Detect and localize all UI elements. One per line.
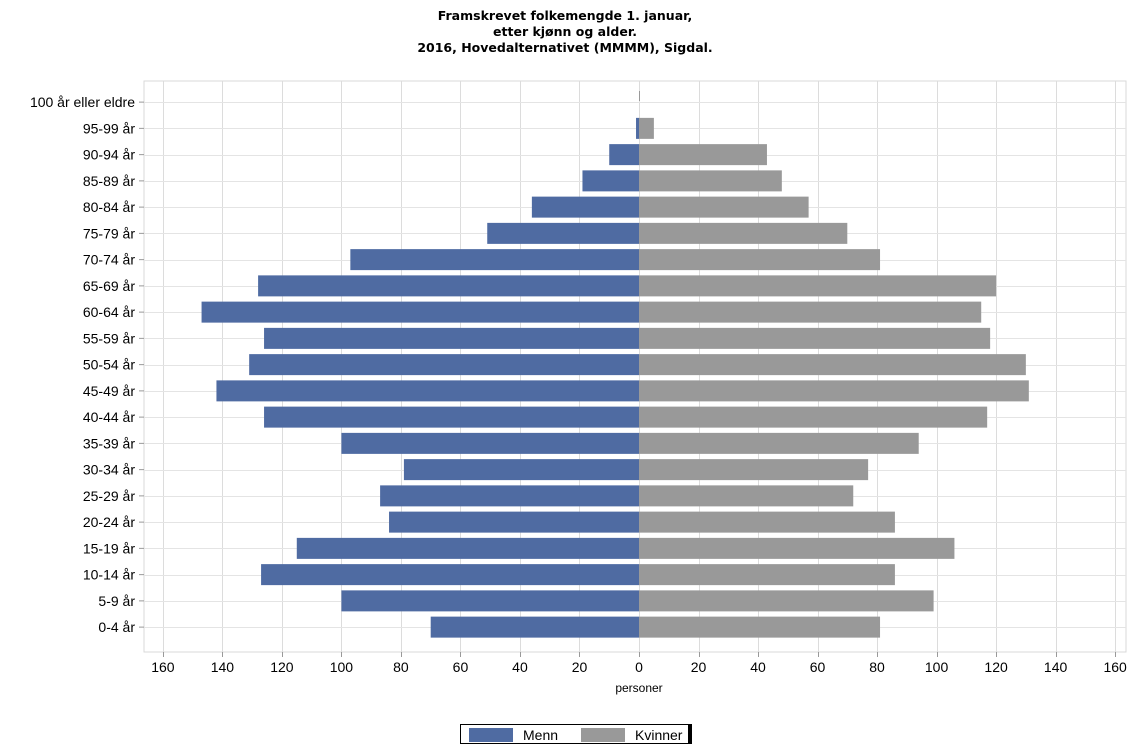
bar-menn-3	[582, 170, 639, 192]
legend-swatch-kvinner	[581, 728, 625, 742]
legend-item-kvinner: Kvinner	[581, 727, 682, 743]
x-tick-label: 40	[750, 659, 766, 675]
bar-kvinner-2	[639, 144, 767, 166]
y-tick-label: 85-89 år	[83, 173, 135, 189]
bar-kvinner-17	[639, 537, 955, 559]
y-tick-label: 15-19 år	[83, 540, 135, 556]
bar-kvinner-5	[639, 222, 848, 244]
x-tick-label: 140	[211, 659, 235, 675]
y-tick-label: 40-44 år	[83, 409, 135, 425]
x-tick-label: 0	[635, 659, 643, 675]
x-axis-title: personer	[615, 681, 662, 695]
y-tick-labels: 100 år eller eldre 95-99 år 90-94 år 85-89 …	[30, 94, 135, 635]
bar-kvinner-11	[639, 380, 1029, 402]
bar-menn-13	[341, 432, 639, 454]
x-tick-label: 20	[691, 659, 707, 675]
bar-kvinner-14	[639, 459, 869, 481]
bar-menn-8	[201, 301, 639, 323]
y-tick-label: 45-49 år	[83, 383, 135, 399]
y-tick-label: 65-69 år	[83, 278, 135, 294]
y-tick-label: 10-14 år	[83, 567, 135, 583]
legend-label-menn: Menn	[523, 727, 559, 743]
bar-kvinner-9	[639, 327, 991, 349]
y-tick-label: 50-54 år	[83, 357, 135, 373]
bar-menn-18	[261, 564, 639, 586]
bar-kvinner-15	[639, 485, 854, 507]
bar-kvinner-3	[639, 170, 782, 192]
legend-item-menn: Menn	[469, 727, 558, 743]
bar-menn-10	[249, 354, 639, 376]
chart-title-line-1: Framskrevet folkemengde 1. januar,	[437, 8, 693, 23]
bar-kvinner-18	[639, 564, 895, 586]
bar-kvinner-1	[639, 117, 654, 139]
bar-menn-7	[258, 275, 639, 297]
y-tick-label: 75-79 år	[83, 225, 135, 241]
y-tick-label: 0-4 år	[98, 619, 135, 635]
y-tick-label: 80-84 år	[83, 199, 135, 215]
bar-kvinner-10	[639, 354, 1026, 376]
x-tick-labels: 160 140 120 100 80 60 40 20 0 20 40 60 80 100 120 140 16…	[151, 659, 1127, 675]
bar-menn-2	[609, 144, 639, 166]
bar-menn-1	[636, 117, 639, 139]
y-tick-label: 25-29 år	[83, 488, 135, 504]
y-tick-label: 30-34 år	[83, 462, 135, 478]
y-tick-label: 5-9 år	[98, 593, 135, 609]
legend: Menn Kvinner	[460, 724, 692, 744]
x-tick-label: 140	[1044, 659, 1068, 675]
bar-menn-11	[216, 380, 639, 402]
x-tick-label: 160	[1103, 659, 1127, 675]
chart-title-line-3: 2016, Hovedalternativet (MMMM), Sigdal.	[417, 40, 713, 55]
x-tick-label: 100	[925, 659, 949, 675]
bar-kvinner-13	[639, 432, 919, 454]
bar-kvinner-12	[639, 406, 988, 428]
y-tick-label: 95-99 år	[83, 120, 135, 136]
y-tick-label: 100 år eller eldre	[30, 94, 135, 110]
bar-kvinner-19	[639, 590, 934, 612]
legend-label-kvinner: Kvinner	[635, 727, 683, 743]
x-tick-label: 100	[330, 659, 354, 675]
bar-menn-19	[341, 590, 639, 612]
bar-menn-15	[380, 485, 639, 507]
bar-kvinner-20	[639, 616, 881, 638]
x-tick-label: 80	[869, 659, 885, 675]
chart-title-line-2: etter kjønn og alder.	[493, 24, 637, 39]
bar-menn-17	[296, 537, 639, 559]
legend-swatch-menn	[469, 728, 513, 742]
bar-menn-5	[487, 222, 639, 244]
x-tick-label: 120	[270, 659, 294, 675]
bar-menn-4	[531, 196, 639, 218]
bar-kvinner-4	[639, 196, 809, 218]
x-tick-label: 60	[453, 659, 469, 675]
y-tick-label: 35-39 år	[83, 435, 135, 451]
bar-menn-6	[350, 249, 639, 271]
chart-title: Framskrevet folkemengde 1. januar, etter…	[0, 8, 1130, 56]
x-tick-label: 20	[572, 659, 588, 675]
bar-kvinner-6	[639, 249, 881, 271]
bar-menn-9	[264, 327, 639, 349]
y-tick-label: 55-59 år	[83, 330, 135, 346]
bar-menn-16	[389, 511, 639, 533]
y-tick-label: 90-94 år	[83, 147, 135, 163]
bar-kvinner-8	[639, 301, 982, 323]
x-tick-label: 160	[151, 659, 175, 675]
bars-layer	[201, 91, 1029, 638]
y-tick-label: 60-64 år	[83, 304, 135, 320]
bar-menn-20	[430, 616, 639, 638]
x-tick-label: 80	[393, 659, 409, 675]
x-tick-label: 60	[810, 659, 826, 675]
bar-menn-12	[264, 406, 639, 428]
y-tick-label: 70-74 år	[83, 252, 135, 268]
y-tick-label: 20-24 år	[83, 514, 135, 530]
bar-kvinner-7	[639, 275, 997, 297]
x-tick-label: 120	[984, 659, 1008, 675]
bar-menn-14	[403, 459, 639, 481]
bar-kvinner-16	[639, 511, 895, 533]
x-tick-label: 40	[512, 659, 528, 675]
